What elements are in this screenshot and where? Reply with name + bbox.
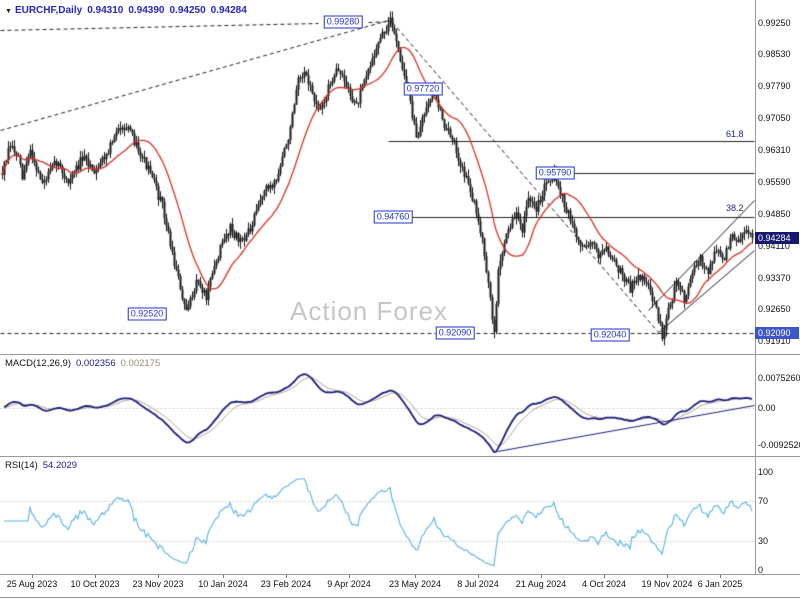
- axis-border-line: [755, 0, 756, 574]
- ohlc-high: 0.94390: [128, 5, 165, 16]
- date-tick-mark: [415, 574, 416, 578]
- date-tick-mark: [286, 574, 287, 578]
- date-axis-label: 23 Feb 2024: [260, 579, 312, 589]
- symbol-marker-icon: ▼: [5, 8, 12, 15]
- panel-separator[interactable]: [0, 574, 800, 575]
- price-axis-tick: 0.91910: [758, 335, 791, 346]
- rsi-title: RSI(14): [5, 460, 38, 471]
- ohlc-open: 0.94310: [87, 5, 124, 16]
- date-tick-mark: [158, 574, 159, 578]
- panel-separator[interactable]: [0, 354, 800, 355]
- panel-separator[interactable]: [0, 456, 800, 457]
- price-level-label: 0.92090: [435, 326, 475, 340]
- date-axis-label: 21 Aug 2024: [515, 579, 567, 589]
- fibonacci-label: 38.2: [726, 203, 744, 214]
- price-level-label: 0.99280: [323, 15, 363, 29]
- price-axis-tick: 0.99250: [758, 17, 791, 28]
- price-axis-tick: 0.93370: [758, 272, 791, 283]
- price-level-label: 0.95790: [535, 166, 575, 180]
- watermark: Action Forex: [290, 296, 448, 326]
- date-tick-mark: [349, 574, 350, 578]
- price-axis-tick: 0.95590: [758, 176, 791, 187]
- date-tick-mark: [720, 574, 721, 578]
- ohlc-low: 0.94250: [169, 5, 206, 16]
- support-price-tag: 0.92090: [755, 327, 799, 340]
- price-axis-tick: 0.98530: [758, 49, 791, 60]
- date-tick-mark: [604, 574, 605, 578]
- rsi-axis-tick: 30: [758, 535, 769, 546]
- date-axis-label: 10 Jan 2024: [198, 579, 248, 589]
- chart-header: ▼ EURCHF,Daily 0.94310 0.94390 0.94250 0.9428…: [5, 5, 252, 16]
- price-axis-tick: 0.97050: [758, 113, 791, 124]
- date-axis-label: 23 May 2024: [388, 579, 442, 589]
- rsi-axis-tick: 0: [758, 565, 764, 575]
- macd-header: MACD(12,26,9) 0.002356 0.002175: [5, 358, 160, 369]
- macd-value-main: 0.002356: [76, 358, 116, 369]
- price-level-label: 0.92520: [127, 307, 167, 321]
- price-level-label: 0.94760: [373, 210, 413, 224]
- ohlc-close: 0.94284: [210, 5, 247, 16]
- price-axis-tick: 0.97790: [758, 81, 791, 92]
- date-axis-label: 9 Apr 2024: [327, 579, 371, 589]
- rsi-value: 54.2029: [42, 460, 78, 471]
- date-tick-mark: [541, 574, 542, 578]
- price-axis-tick: 0.92650: [758, 303, 791, 314]
- rsi-axis-tick: 70: [758, 496, 769, 507]
- macd-title: MACD(12,26,9): [5, 358, 71, 369]
- date-axis-label: 4 Oct 2024: [581, 579, 627, 589]
- price-axis-tick: 0.94850: [758, 208, 791, 219]
- macd-value-signal: 0.002175: [120, 358, 161, 369]
- date-axis-label: 23 Nov 2023: [132, 579, 184, 589]
- date-tick-mark: [478, 574, 479, 578]
- price-chart-canvas[interactable]: [0, 0, 755, 574]
- date-axis-label: 19 Nov 2024: [641, 579, 693, 589]
- macd-axis-tick: 0.00: [758, 403, 776, 413]
- date-axis-label: 25 Aug 2023: [6, 579, 58, 589]
- current-price-tag: 0.94284: [755, 232, 799, 245]
- date-tick-mark: [667, 574, 668, 578]
- window-bottom-border: [0, 597, 800, 598]
- price-axis-tick: 0.96310: [758, 145, 791, 156]
- date-tick-mark: [223, 574, 224, 578]
- symbol-title: EURCHF,Daily: [14, 5, 83, 16]
- rsi-header: RSI(14) 54.2029: [5, 460, 77, 471]
- price-level-label: 0.97720: [403, 82, 443, 96]
- date-axis-label: 8 Jul 2024: [457, 579, 499, 589]
- fibonacci-label: 61.8: [726, 129, 744, 140]
- date-tick-mark: [95, 574, 96, 578]
- date-tick-mark: [32, 574, 33, 578]
- macd-axis-tick: -0.0092520: [758, 440, 800, 451]
- price-axis-tick: 0.94110: [758, 240, 790, 251]
- macd-axis-tick: 0.0075260: [758, 372, 800, 383]
- date-axis-label: 10 Oct 2023: [70, 579, 120, 589]
- date-axis-label: 6 Jan 2025: [697, 579, 743, 589]
- rsi-axis-tick: 100: [758, 467, 774, 477]
- price-level-label: 0.92040: [590, 328, 630, 342]
